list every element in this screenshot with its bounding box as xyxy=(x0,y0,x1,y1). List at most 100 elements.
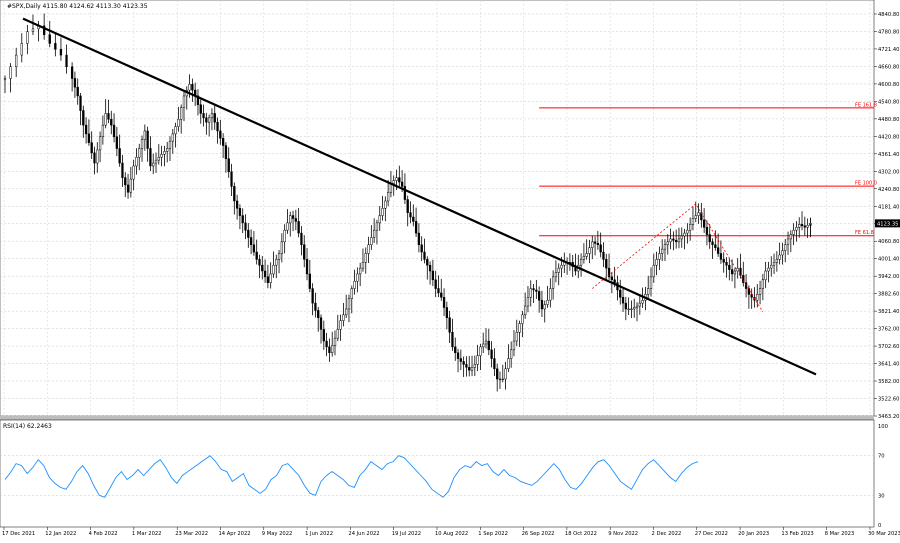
candle-body xyxy=(803,225,806,228)
y-tick-label: 4660.80 xyxy=(878,64,899,70)
candle-body xyxy=(764,270,767,281)
candle-body xyxy=(442,297,446,308)
candle-body xyxy=(110,119,113,126)
candle-body xyxy=(325,340,328,348)
candle-body xyxy=(806,225,809,228)
candle-body xyxy=(224,145,228,159)
y-tick-label: 4240.80 xyxy=(878,187,899,193)
candle-body xyxy=(669,238,672,243)
candle-body xyxy=(549,288,552,301)
candle-body xyxy=(93,152,96,164)
candle-body xyxy=(255,251,258,260)
x-tick-label: 27 Dec 2022 xyxy=(695,531,728,537)
candle-body xyxy=(414,221,418,234)
candle-body xyxy=(146,130,149,149)
candle-body xyxy=(118,148,121,164)
candle-body xyxy=(406,199,409,213)
candle-body xyxy=(269,273,272,283)
candle-body xyxy=(398,177,401,183)
candle-body xyxy=(163,151,166,155)
candle-body xyxy=(605,259,608,269)
candle-body xyxy=(767,267,770,272)
candle-body xyxy=(356,273,359,282)
candle-body xyxy=(3,78,7,80)
candle-body xyxy=(445,307,449,318)
candle-body xyxy=(420,244,423,253)
candle-body xyxy=(166,148,169,152)
y-tick-label: 4060.80 xyxy=(878,239,899,245)
x-tick-label: 17 Dec 2021 xyxy=(2,531,35,537)
candle-body xyxy=(339,320,342,330)
candle-body xyxy=(48,34,51,44)
y-tick-label: 4420.80 xyxy=(878,134,899,140)
candle-body xyxy=(661,248,664,254)
candle-body xyxy=(378,215,381,224)
candle-body xyxy=(375,222,379,231)
fib-level-label: FE 61.8 xyxy=(855,230,874,236)
candle-body xyxy=(672,238,675,241)
x-tick-label: 23 Mar 2022 xyxy=(175,531,208,537)
y-tick-label: 4480.80 xyxy=(878,117,899,123)
candle-body xyxy=(154,159,158,164)
candle-body xyxy=(716,247,720,254)
candle-body xyxy=(677,238,681,243)
candle-body xyxy=(641,299,644,304)
rsi-panel xyxy=(0,419,875,528)
candle-body xyxy=(82,110,85,126)
candle-body xyxy=(199,104,202,114)
candle-body xyxy=(213,113,216,123)
candle-body xyxy=(705,227,709,235)
candle-body xyxy=(437,288,440,294)
fe-projection-group xyxy=(592,203,764,313)
candle-body xyxy=(423,251,426,260)
candle-body xyxy=(560,264,563,269)
candle-body xyxy=(504,368,507,380)
candle-body xyxy=(417,232,421,246)
x-tick-label: 9 May 2022 xyxy=(262,531,293,537)
candle-body xyxy=(582,256,586,260)
candle-body xyxy=(336,329,339,339)
y-tick-label: 3522.60 xyxy=(878,397,899,403)
candle-body xyxy=(613,279,616,283)
candle-body xyxy=(498,378,502,381)
y-tick-label: 4001.40 xyxy=(878,257,899,263)
candle-body xyxy=(747,288,751,295)
candle-body xyxy=(621,297,625,304)
candle-body xyxy=(367,244,370,254)
candle-body xyxy=(205,117,208,123)
candle-body xyxy=(87,133,91,143)
candle-body xyxy=(730,269,734,275)
candle-body xyxy=(219,130,222,139)
candle-body xyxy=(599,244,602,253)
panel-separator xyxy=(0,416,874,420)
candle-body xyxy=(607,267,611,278)
candle-body xyxy=(182,95,186,108)
candle-body xyxy=(426,259,429,266)
candle-body xyxy=(216,121,219,132)
candle-body xyxy=(54,43,57,50)
candle-body xyxy=(305,259,309,275)
candle-body xyxy=(314,302,317,311)
candle-body xyxy=(121,162,124,178)
candle-body xyxy=(546,299,549,305)
candles xyxy=(3,13,812,392)
candle-body xyxy=(431,270,435,281)
candle-body xyxy=(742,275,745,283)
candle-body xyxy=(454,346,457,353)
candle-body xyxy=(507,358,510,370)
candle-body xyxy=(624,302,627,310)
candle-body xyxy=(400,181,404,187)
candle-body xyxy=(126,184,130,193)
candle-body xyxy=(490,349,493,359)
candle-body xyxy=(403,186,407,200)
x-tick-label: 12 Jan 2022 xyxy=(45,531,76,537)
candle-body xyxy=(470,367,474,371)
candle-body xyxy=(235,200,239,209)
candle-body xyxy=(800,224,804,227)
candle-body xyxy=(70,66,74,79)
candle-body xyxy=(263,270,267,278)
candle-body xyxy=(168,140,172,149)
candle-body xyxy=(778,254,781,260)
candle-body xyxy=(241,215,244,224)
